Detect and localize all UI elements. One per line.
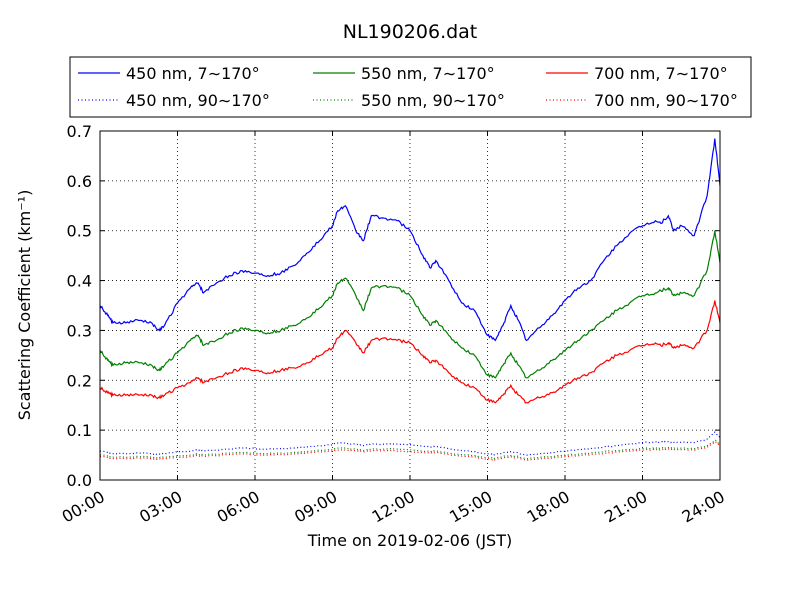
axis-ticks	[99, 130, 721, 481]
x-axis-title: Time on 2019-02-06 (JST)	[307, 531, 512, 550]
legend-label: 700 nm, 7∼170°	[594, 64, 728, 83]
legend-label: 550 nm, 7∼170°	[361, 64, 495, 83]
legend-label: 450 nm, 90∼170°	[126, 91, 270, 110]
legend-label: 450 nm, 7∼170°	[126, 64, 260, 83]
y-tick-label: 0.4	[67, 272, 92, 291]
y-tick-label: 0.1	[67, 421, 92, 440]
y-tick-label: 0.0	[67, 471, 92, 490]
y-tick-label: 0.3	[67, 321, 92, 340]
y-tick-labels: 0.0 0.1 0.2 0.3 0.4 0.5 0.6 0.7	[67, 122, 92, 490]
y-tick-label: 0.6	[67, 172, 92, 191]
y-tick-label: 0.5	[67, 222, 92, 241]
legend: 450 nm, 7∼170° 550 nm, 7∼170° 700 nm, 7∼17…	[69, 56, 752, 118]
y-axis-title: Scattering Coefficient (km⁻¹)	[15, 190, 34, 421]
legend-box	[69, 56, 752, 118]
y-tick-label: 0.2	[67, 371, 92, 390]
chart-title: NL190206.dat	[343, 21, 478, 43]
series-line	[99, 138, 721, 342]
legend-label: 700 nm, 90∼170°	[594, 91, 738, 110]
data-series	[99, 138, 721, 461]
series-line	[99, 230, 721, 379]
series-line	[99, 300, 721, 404]
legend-label: 550 nm, 90∼170°	[361, 91, 505, 110]
grid-lines	[100, 131, 720, 480]
y-tick-label: 0.7	[67, 122, 92, 141]
